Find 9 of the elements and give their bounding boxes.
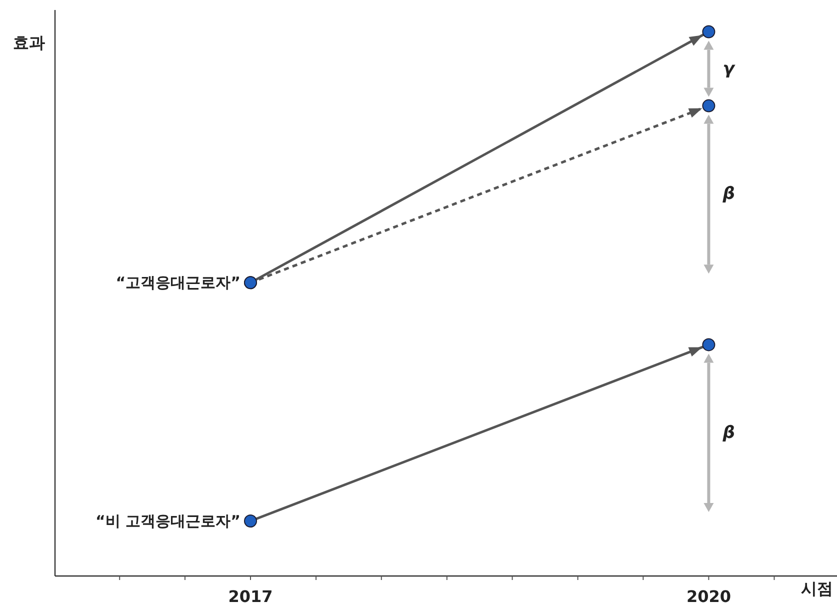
x-tick-label: 2017 [228, 587, 273, 606]
series-label: “고객응대근로자” [116, 274, 240, 292]
annotation: β [722, 184, 735, 204]
series-label: “비 고객응대근로자” [96, 512, 240, 530]
x-axis-title: 시점 [801, 579, 833, 598]
annotation: γ [722, 58, 736, 79]
y-axis-title: 효과 [13, 33, 45, 52]
x-tick-label: 2020 [686, 587, 731, 606]
annotation: β [722, 422, 735, 443]
